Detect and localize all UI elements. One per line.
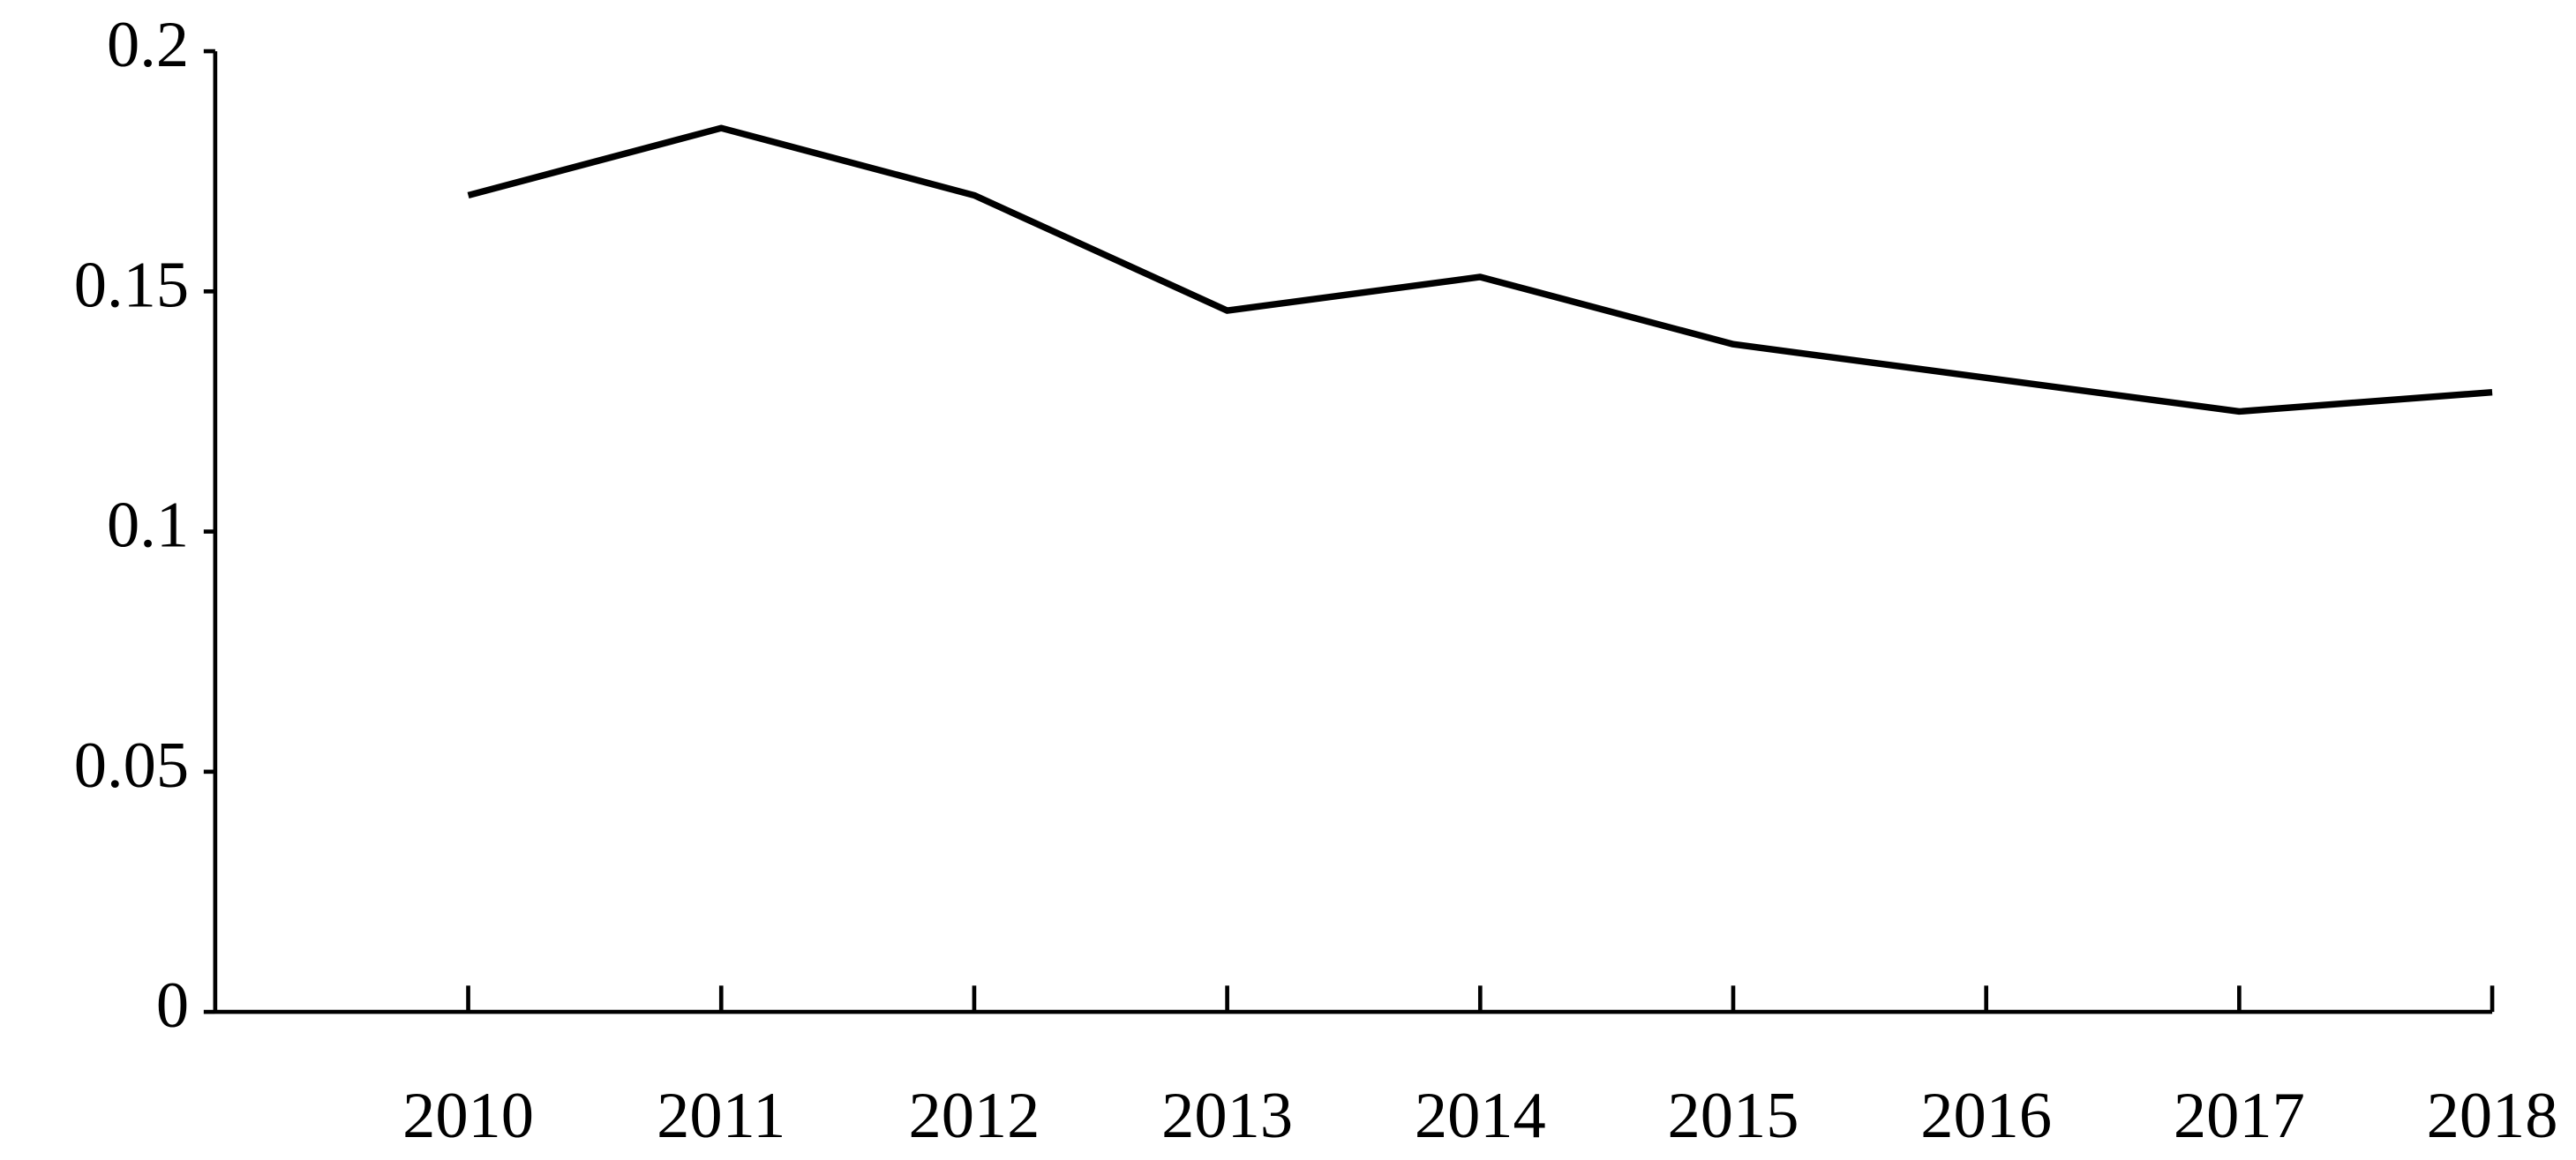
y-tick-label: 0.2 [107,9,189,81]
x-tick-label: 2016 [1920,1080,2052,1152]
x-tick-label: 2015 [1668,1080,1799,1152]
x-tick-label: 2014 [1415,1080,1546,1152]
y-tick-label: 0 [156,969,189,1042]
line-series [467,124,2493,415]
x-tick-label: 2018 [2427,1080,2558,1152]
y-tick-label: 0.1 [107,490,189,562]
x-tick-label: 2010 [402,1080,534,1152]
x-tick-label: 2011 [657,1080,785,1152]
x-tick-label: 2013 [1161,1080,1293,1152]
x-tick-label: 2017 [2174,1080,2305,1152]
x-tick-label: 2012 [908,1080,1040,1152]
y-tick-label: 0.15 [74,249,189,321]
y-tick-label: 0.05 [74,730,189,802]
